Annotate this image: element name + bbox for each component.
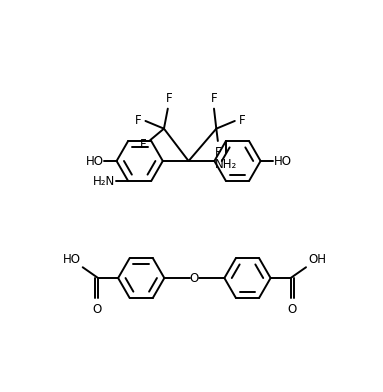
Text: F: F bbox=[140, 138, 146, 151]
Text: HO: HO bbox=[85, 154, 103, 167]
Text: O: O bbox=[190, 272, 199, 285]
Text: H₂N: H₂N bbox=[93, 174, 115, 187]
Text: OH: OH bbox=[308, 253, 326, 266]
Text: F: F bbox=[166, 92, 173, 105]
Text: F: F bbox=[135, 114, 142, 127]
Text: HO: HO bbox=[274, 154, 292, 167]
Text: F: F bbox=[211, 92, 217, 105]
Text: O: O bbox=[92, 303, 101, 316]
Text: O: O bbox=[288, 303, 297, 316]
Text: NH₂: NH₂ bbox=[215, 158, 237, 171]
Text: F: F bbox=[239, 114, 245, 127]
Text: F: F bbox=[214, 145, 221, 159]
Text: HO: HO bbox=[62, 253, 80, 266]
